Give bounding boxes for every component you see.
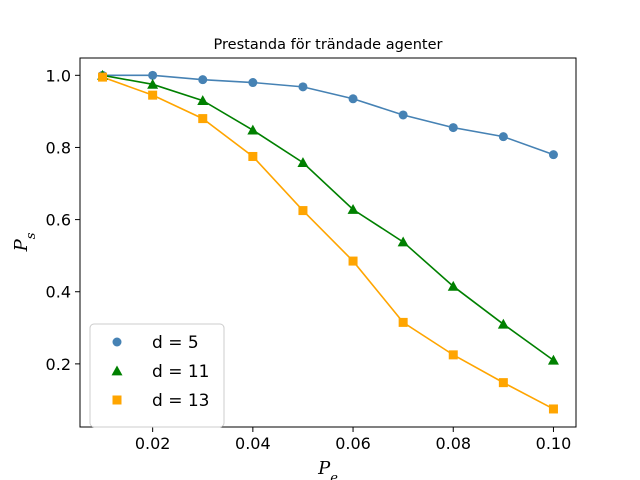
series-line-2	[102, 76, 554, 410]
series-0-point-1	[148, 70, 158, 80]
series-0-point-4	[298, 82, 308, 92]
legend: d = 5 d = 11 d = 13	[89, 323, 225, 428]
y-axis: 0.2 0.4 0.6 0.8 1.0	[46, 66, 80, 374]
series-0-point-6	[398, 110, 408, 120]
series-2-point-0	[98, 72, 108, 82]
y-axis-label: Ps	[11, 232, 39, 252]
y-axis-label-sub: s	[24, 232, 39, 239]
series-layer	[97, 69, 559, 414]
series-2-point-6	[398, 317, 408, 327]
series-1-point-3	[247, 124, 259, 135]
series-0-point-7	[448, 123, 458, 133]
series-0-point-5	[348, 94, 358, 104]
x-tick-label-2: 0.06	[335, 434, 371, 453]
series-2-point-9	[548, 404, 558, 414]
series-1-point-4	[297, 157, 309, 168]
y-tick-label-2: 0.6	[46, 211, 71, 230]
x-tick-label-1: 0.04	[235, 434, 271, 453]
series-2-point-4	[298, 206, 308, 216]
y-tick-label-3: 0.8	[46, 138, 71, 157]
series-1-point-9	[547, 354, 559, 365]
series-1-point-2	[197, 95, 209, 105]
x-axis: 0.02 0.04 0.06 0.08 0.10	[135, 427, 571, 453]
series-0-point-8	[498, 132, 508, 142]
legend-label-2: d = 13	[152, 391, 209, 411]
series-2-point-2	[198, 114, 208, 124]
legend-label-0: d = 5	[152, 333, 199, 353]
y-tick-label-4: 1.0	[46, 66, 71, 85]
series-0-point-9	[548, 150, 558, 160]
series-2-point-3	[248, 151, 258, 161]
x-tick-label-4: 0.10	[536, 434, 572, 453]
series-line-0	[102, 74, 554, 156]
plot-frame	[79, 57, 577, 428]
y-axis-label-base: P	[11, 238, 32, 252]
x-tick-label-3: 0.08	[435, 434, 471, 453]
series-line-1	[102, 74, 554, 361]
legend-label-1: d = 11	[152, 362, 209, 382]
legend-marker-0	[112, 337, 122, 347]
series-1-point-8	[497, 318, 509, 329]
x-axis-label-base: P	[317, 458, 331, 479]
x-tick-label-0: 0.02	[135, 434, 171, 453]
x-axis-label-sub: e	[330, 471, 338, 480]
series-1-point-5	[347, 203, 359, 214]
series-2-point-8	[498, 378, 508, 388]
series-0-point-3	[248, 78, 258, 88]
legend-box	[89, 323, 225, 428]
chart-title: Prestanda för trändade agenter	[214, 37, 443, 53]
series-0-point-2	[198, 75, 208, 85]
series-2-point-5	[348, 256, 358, 266]
y-tick-label-1: 0.4	[46, 283, 71, 302]
x-axis-label: Pe	[317, 458, 338, 480]
y-tick-label-0: 0.2	[46, 355, 71, 374]
series-1-point-6	[397, 236, 409, 247]
legend-marker-2	[112, 395, 122, 405]
series-1-point-7	[447, 280, 459, 291]
legend-marker-1	[111, 365, 123, 376]
series-1-point-1	[147, 78, 159, 89]
series-2-point-1	[148, 90, 158, 100]
series-2-point-7	[448, 350, 458, 360]
